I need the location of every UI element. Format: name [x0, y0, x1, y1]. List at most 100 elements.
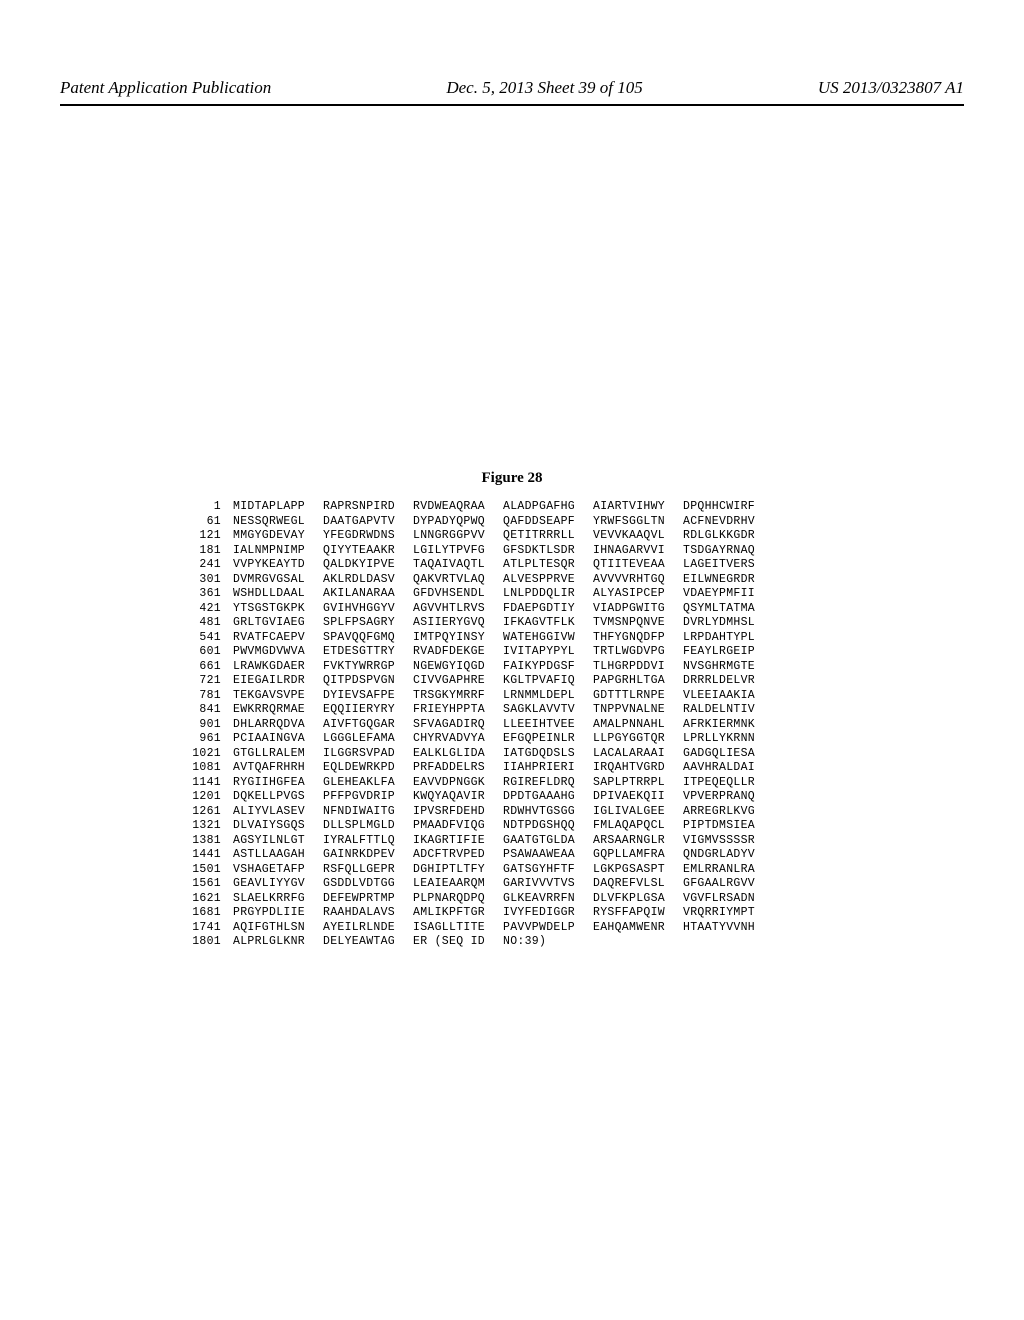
sequence-columns: IALNMPNIMPQIYYTEAAKRLGILYTPVFGGFSDKTLSDR…: [233, 544, 765, 559]
sequence-segment: IGLIVALGEE: [593, 805, 675, 820]
sequence-segment: GARIVVVTVS: [503, 877, 585, 892]
sequence-segment: RVATFCAEPV: [233, 631, 315, 646]
sequence-segment: NO:39): [503, 935, 585, 950]
sequence-row: 781TEKGAVSVPEDYIEVSAFPETRSGKYMRRFLRNMMLD…: [185, 689, 765, 704]
sequence-columns: TEKGAVSVPEDYIEVSAFPETRSGKYMRRFLRNMMLDEPL…: [233, 689, 765, 704]
sequence-segment: LNLPDDQLIR: [503, 587, 585, 602]
sequence-segment: TRTLWGDVPG: [593, 645, 675, 660]
sequence-segment: RSFQLLGEPR: [323, 863, 405, 878]
sequence-columns: ALPRLGLKNRDELYEAWTAGER (SEQ IDNO:39): [233, 935, 765, 950]
sequence-segment: PMAADFVIQG: [413, 819, 495, 834]
sequence-position: 601: [185, 645, 233, 660]
sequence-segment: EAVVDPNGGK: [413, 776, 495, 791]
sequence-segment: IKAGRTIFIE: [413, 834, 495, 849]
sequence-segment: AGVVHTLRVS: [413, 602, 495, 617]
sequence-columns: PCIAAINGVALGGGLEFAMACHYRVADVYAEFGQPEINLR…: [233, 732, 765, 747]
sequence-segment: LRAWKGDAER: [233, 660, 315, 675]
sequence-position: 1261: [185, 805, 233, 820]
sequence-segment: LAGEITVERS: [683, 558, 765, 573]
sequence-position: 61: [185, 515, 233, 530]
sequence-segment: GSDDLVDTGG: [323, 877, 405, 892]
sequence-row: 601PWVMGDVWVAETDESGTTRYRVADFDEKGEIVITAPY…: [185, 645, 765, 660]
sequence-segment: SLAELKRRFG: [233, 892, 315, 907]
sequence-segment: AFRKIERMNK: [683, 718, 765, 733]
sequence-segment: CIVVGAPHRE: [413, 674, 495, 689]
sequence-segment: DPQHHCWIRF: [683, 500, 765, 515]
sequence-segment: DQKELLPVGS: [233, 790, 315, 805]
sequence-segment: PIPTDMSIEA: [683, 819, 765, 834]
sequence-row: 1441ASTLLAAGAHGAINRKDPEVADCFTRVPEDPSAWAA…: [185, 848, 765, 863]
sequence-segment: GRLTGVIAEG: [233, 616, 315, 631]
sequence-columns: MIDTAPLAPPRAPRSNPIRDRVDWEAQRAAALADPGAFHG…: [233, 500, 765, 515]
sequence-segment: PAPGRHLTGA: [593, 674, 675, 689]
sequence-segment: HTAATYVVNH: [683, 921, 765, 936]
sequence-segment: FVKTYWRRGP: [323, 660, 405, 675]
sequence-columns: EIEGAILRDRQITPDSPVGNCIVVGAPHREKGLTPVAFIQ…: [233, 674, 765, 689]
sequence-segment: GFGAALRGVV: [683, 877, 765, 892]
sequence-segment: TSDGAYRNAQ: [683, 544, 765, 559]
sequence-segment: VVPYKEAYTD: [233, 558, 315, 573]
sequence-row: 661LRAWKGDAERFVKTYWRRGPNGEWGYIQGDFAIKYPD…: [185, 660, 765, 675]
sequence-position: 781: [185, 689, 233, 704]
sequence-segment: QALDKYIPVE: [323, 558, 405, 573]
sequence-segment: IFKAGVTFLK: [503, 616, 585, 631]
sequence-columns: EWKRRQRMAEEQQIIERYRYFRIEYHPPTASAGKLAVVTV…: [233, 703, 765, 718]
sequence-segment: AIVFTGQGAR: [323, 718, 405, 733]
sequence-segment: RGIREFLDRQ: [503, 776, 585, 791]
sequence-row: 361WSHDLLDAALAKILANARAAGFDVHSENDLLNLPDDQ…: [185, 587, 765, 602]
sequence-segment: PSAWAAWEAA: [503, 848, 585, 863]
sequence-row: 481GRLTGVIAEGSPLFPSAGRYASIIERYGVQIFKAGVT…: [185, 616, 765, 631]
sequence-columns: GEAVLIYYGVGSDDLVDTGGLEAIEAARQMGARIVVVTVS…: [233, 877, 765, 892]
sequence-columns: MMGYGDEVAYYFEGDRWDNSLNNGRGGPVVQETITRRRLL…: [233, 529, 765, 544]
sequence-segment: EWKRRQRMAE: [233, 703, 315, 718]
sequence-segment: AKLRDLDASV: [323, 573, 405, 588]
sequence-segment: TEKGAVSVPE: [233, 689, 315, 704]
sequence-segment: IALNMPNIMP: [233, 544, 315, 559]
sequence-segment: YFEGDRWDNS: [323, 529, 405, 544]
sequence-segment: RYSFFAPQIW: [593, 906, 675, 921]
sequence-segment: LGKPGSASPT: [593, 863, 675, 878]
sequence-segment: DVMRGVGSAL: [233, 573, 315, 588]
sequence-position: 481: [185, 616, 233, 631]
sequence-position: 1441: [185, 848, 233, 863]
sequence-row: 1141RYGIIHGFEAGLEHEAKLFAEAVVDPNGGKRGIREF…: [185, 776, 765, 791]
sequence-segment: TNPPVNALNE: [593, 703, 675, 718]
sequence-columns: ASTLLAAGAHGAINRKDPEVADCFTRVPEDPSAWAAWEAA…: [233, 848, 765, 863]
header-sheet-info: Dec. 5, 2013 Sheet 39 of 105: [446, 78, 642, 98]
sequence-segment: IRQAHTVGRD: [593, 761, 675, 776]
sequence-segment: LRNMMLDEPL: [503, 689, 585, 704]
sequence-position: 1201: [185, 790, 233, 805]
sequence-row: 61NESSQRWEGLDAATGAPVTVDYPADYQPWQQAFDDSEA…: [185, 515, 765, 530]
sequence-segment: QAFDDSEAPF: [503, 515, 585, 530]
sequence-position: 901: [185, 718, 233, 733]
sequence-segment: WATEHGGIVW: [503, 631, 585, 646]
sequence-segment: AIARTVIHWY: [593, 500, 675, 515]
sequence-row: 1501VSHAGETAFPRSFQLLGEPRDGHIPTLTFYGATSGY…: [185, 863, 765, 878]
sequence-segment: LLEEIHTVEE: [503, 718, 585, 733]
sequence-segment: EILWNEGRDR: [683, 573, 765, 588]
sequence-segment: YTSGSTGKPK: [233, 602, 315, 617]
sequence-segment: SFVAGADIRQ: [413, 718, 495, 733]
sequence-segment: QITPDSPVGN: [323, 674, 405, 689]
sequence-segment: IHNAGARVVI: [593, 544, 675, 559]
sequence-segment: AKILANARAA: [323, 587, 405, 602]
sequence-segment: ALPRLGLKNR: [233, 935, 315, 950]
sequence-segment: TLHGRPDDVI: [593, 660, 675, 675]
sequence-columns: AGSYILNLGTIYRALFTTLQIKAGRTIFIEGAATGTGLDA…: [233, 834, 765, 849]
sequence-segment: PRGYPDLIIE: [233, 906, 315, 921]
sequence-segment: GLKEAVRRFN: [503, 892, 585, 907]
sequence-columns: DLVAIYSGQSDLLSPLMGLDPMAADFVIQGNDTPDGSHQQ…: [233, 819, 765, 834]
sequence-segment: AYEILRLNDE: [323, 921, 405, 936]
sequence-segment: DPDTGAAAHG: [503, 790, 585, 805]
sequence-segment: NESSQRWEGL: [233, 515, 315, 530]
sequence-segment: VPVERPRANQ: [683, 790, 765, 805]
sequence-segment: VEVVKAAQVL: [593, 529, 675, 544]
sequence-segment: GQPLLAMFRA: [593, 848, 675, 863]
sequence-segment: MMGYGDEVAY: [233, 529, 315, 544]
sequence-segment: IVYFEDIGGR: [503, 906, 585, 921]
sequence-segment: FRIEYHPPTA: [413, 703, 495, 718]
sequence-segment: ER (SEQ ID: [413, 935, 495, 950]
sequence-segment: QNDGRLADYV: [683, 848, 765, 863]
sequence-segment: WSHDLLDAAL: [233, 587, 315, 602]
sequence-segment: RVDWEAQRAA: [413, 500, 495, 515]
